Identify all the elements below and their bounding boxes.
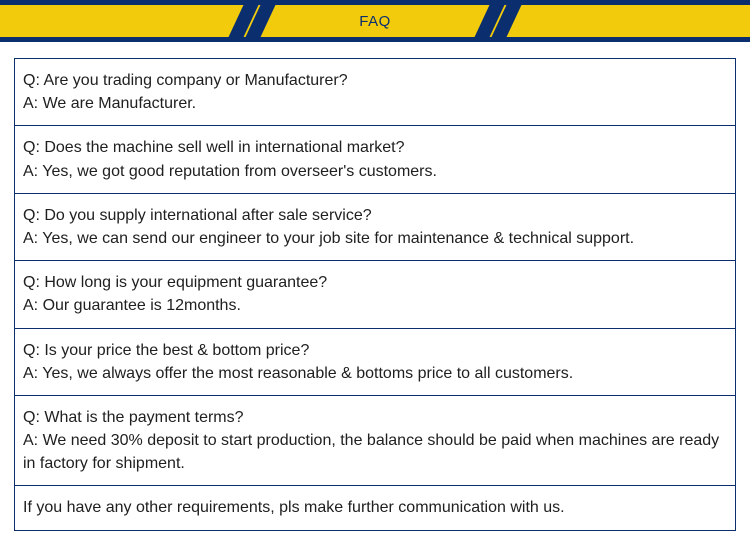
faq-question: Q: How long is your equipment guarantee? xyxy=(23,271,727,294)
faq-answer: A: Yes, we got good reputation from over… xyxy=(23,160,727,183)
faq-item: Q: Does the machine sell well in interna… xyxy=(15,125,735,192)
faq-item: Q: Are you trading company or Manufactur… xyxy=(15,58,735,125)
faq-answer: A: Yes, we can send our engineer to your… xyxy=(23,227,727,250)
faq-item: Q: Do you supply international after sal… xyxy=(15,193,735,260)
faq-answer: A: We need 30% deposit to start producti… xyxy=(23,429,727,475)
faq-answer: A: Yes, we always offer the most reasona… xyxy=(23,362,727,385)
faq-question: Q: Are you trading company or Manufactur… xyxy=(23,69,727,92)
faq-container: Q: Are you trading company or Manufactur… xyxy=(14,58,736,531)
faq-question: Q: Is your price the best & bottom price… xyxy=(23,339,727,362)
faq-question: Q: Do you supply international after sal… xyxy=(23,204,727,227)
decorative-slash-right xyxy=(481,5,515,37)
faq-answer: A: We are Manufacturer. xyxy=(23,92,727,115)
header-title: FAQ xyxy=(359,13,391,30)
faq-item: Q: Is your price the best & bottom price… xyxy=(15,328,735,395)
faq-note-text: If you have any other requirements, pls … xyxy=(23,496,727,519)
decorative-slash-left xyxy=(235,5,269,37)
faq-question: Q: What is the payment terms? xyxy=(23,406,727,429)
faq-item: Q: What is the payment terms? A: We need… xyxy=(15,395,735,486)
faq-footer-note: If you have any other requirements, pls … xyxy=(15,485,735,529)
faq-answer: A: Our guarantee is 12months. xyxy=(23,294,727,317)
faq-header: FAQ xyxy=(0,0,750,42)
faq-question: Q: Does the machine sell well in interna… xyxy=(23,136,727,159)
faq-item: Q: How long is your equipment guarantee?… xyxy=(15,260,735,327)
